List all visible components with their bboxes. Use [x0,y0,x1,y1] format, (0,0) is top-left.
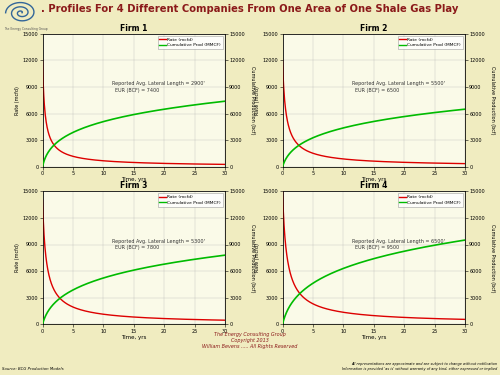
Legend: Rate (mcfd), Cumulative Prod (MMCF): Rate (mcfd), Cumulative Prod (MMCF) [158,36,223,49]
Y-axis label: Rate (mcfd): Rate (mcfd) [15,86,20,115]
Text: Reported Avg. Lateral Length = 5300'
  EUR (BCF) = 7800: Reported Avg. Lateral Length = 5300' EUR… [112,239,204,250]
Y-axis label: Rate (mcfd): Rate (mcfd) [15,243,20,272]
Y-axis label: Cumulative Production (bcf): Cumulative Production (bcf) [490,66,494,135]
Text: Source: BCG Production Models: Source: BCG Production Models [2,367,64,371]
Y-axis label: Cumulative Production (bcf): Cumulative Production (bcf) [250,66,254,135]
Text: Reported Avg. Lateral Length = 6500'
  EUR (BCF) = 9500: Reported Avg. Lateral Length = 6500' EUR… [352,239,444,250]
Text: The Energy Consulting Group: The Energy Consulting Group [4,27,48,31]
Y-axis label: Rate (mcfd): Rate (mcfd) [255,243,260,272]
Text: All representations are approximate and are subject to change without notificati: All representations are approximate and … [342,362,498,371]
X-axis label: Time, yrs: Time, yrs [361,177,386,182]
Title: Firm 2: Firm 2 [360,24,388,33]
Legend: Rate (mcfd), Cumulative Prod (MMCF): Rate (mcfd), Cumulative Prod (MMCF) [398,194,463,207]
Legend: Rate (mcfd), Cumulative Prod (MMCF): Rate (mcfd), Cumulative Prod (MMCF) [158,194,223,207]
Y-axis label: Cumulative Production (bcf): Cumulative Production (bcf) [490,224,494,292]
Text: The Energy Consulting Group
Copyright 2013
William Bevens ..... All Rights Reser: The Energy Consulting Group Copyright 20… [202,332,298,349]
Text: Reported Avg. Lateral Length = 2900'
  EUR (BCF) = 7400: Reported Avg. Lateral Length = 2900' EUR… [112,81,204,93]
Legend: Rate (mcfd), Cumulative Prod (MMCF): Rate (mcfd), Cumulative Prod (MMCF) [398,36,463,49]
X-axis label: Time, yrs: Time, yrs [361,335,386,340]
X-axis label: Time, yrs: Time, yrs [121,335,146,340]
Y-axis label: Rate (mcfd): Rate (mcfd) [255,86,260,115]
Title: Firm 4: Firm 4 [360,182,388,190]
Title: Firm 1: Firm 1 [120,24,148,33]
Text: Reported Avg. Lateral Length = 5500'
  EUR (BCF) = 6500: Reported Avg. Lateral Length = 5500' EUR… [352,81,444,93]
X-axis label: Time, yrs: Time, yrs [121,177,146,182]
Y-axis label: Cumulative Production (bcf): Cumulative Production (bcf) [250,224,254,292]
Title: Firm 3: Firm 3 [120,182,148,190]
Text: . Profiles For 4 Different Companies From One Area of One Shale Gas Play: . Profiles For 4 Different Companies Fro… [41,4,459,14]
